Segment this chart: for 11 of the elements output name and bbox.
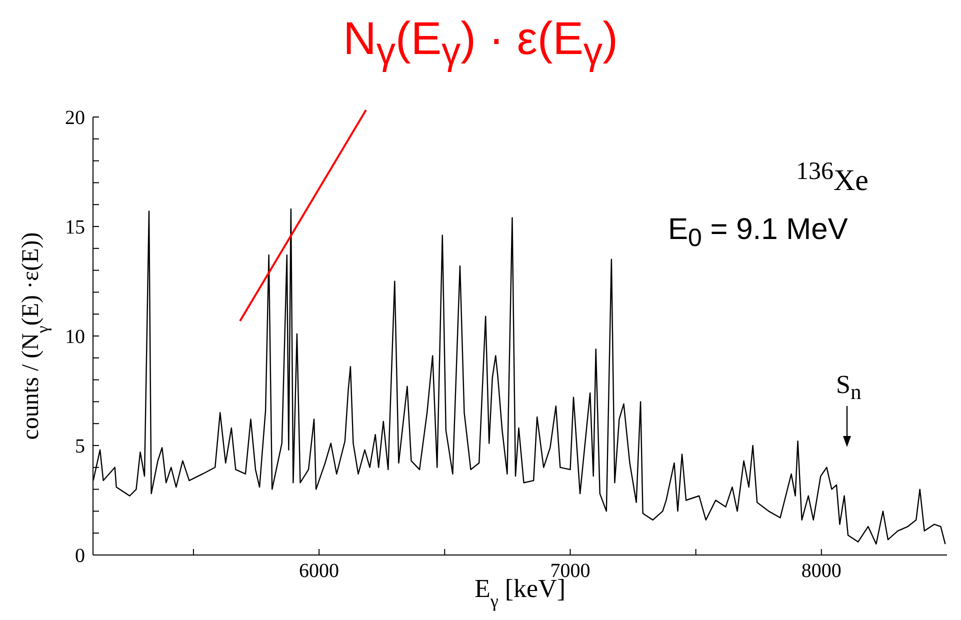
y-tick-label: 10 <box>65 326 85 348</box>
y-tick-label: 20 <box>65 107 85 130</box>
y-tick-label: 0 <box>75 545 85 568</box>
x-tick-label: 8000 <box>801 560 842 582</box>
x-tick-label: 6000 <box>299 560 340 582</box>
annotation: $^{136}$Xe <box>796 158 868 198</box>
annotation: E$_{0}$ = 9.1 MeV <box>668 213 848 253</box>
y-tick-label: 15 <box>65 216 85 239</box>
y-tick-label: 5 <box>75 436 85 458</box>
chart-title: N$_{γ}$(E$_{γ}$) · ε(E$_{γ}$) <box>342 11 619 76</box>
annotation: S$_{n}$ <box>836 370 862 406</box>
